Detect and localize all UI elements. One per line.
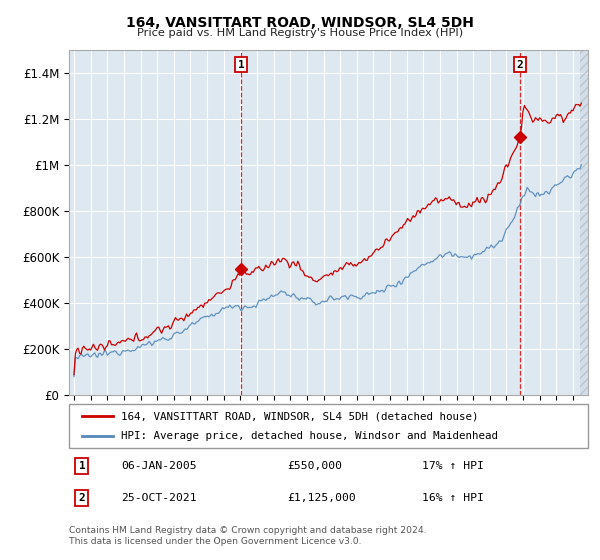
Text: 25-OCT-2021: 25-OCT-2021 — [121, 493, 197, 503]
Text: 2: 2 — [79, 493, 85, 503]
Text: 16% ↑ HPI: 16% ↑ HPI — [422, 493, 484, 503]
Text: 17% ↑ HPI: 17% ↑ HPI — [422, 461, 484, 472]
Text: £1,125,000: £1,125,000 — [287, 493, 356, 503]
Text: Price paid vs. HM Land Registry's House Price Index (HPI): Price paid vs. HM Land Registry's House … — [137, 28, 463, 38]
Text: 2: 2 — [517, 59, 523, 69]
Text: 1: 1 — [79, 461, 85, 472]
Text: 1: 1 — [238, 59, 244, 69]
Text: £550,000: £550,000 — [287, 461, 342, 472]
FancyBboxPatch shape — [69, 404, 588, 448]
Text: 164, VANSITTART ROAD, WINDSOR, SL4 5DH: 164, VANSITTART ROAD, WINDSOR, SL4 5DH — [126, 16, 474, 30]
Polygon shape — [580, 50, 588, 395]
Text: Contains HM Land Registry data © Crown copyright and database right 2024.
This d: Contains HM Land Registry data © Crown c… — [69, 526, 427, 546]
Text: 164, VANSITTART ROAD, WINDSOR, SL4 5DH (detached house): 164, VANSITTART ROAD, WINDSOR, SL4 5DH (… — [121, 411, 478, 421]
Text: HPI: Average price, detached house, Windsor and Maidenhead: HPI: Average price, detached house, Wind… — [121, 431, 498, 441]
Text: 06-JAN-2005: 06-JAN-2005 — [121, 461, 197, 472]
